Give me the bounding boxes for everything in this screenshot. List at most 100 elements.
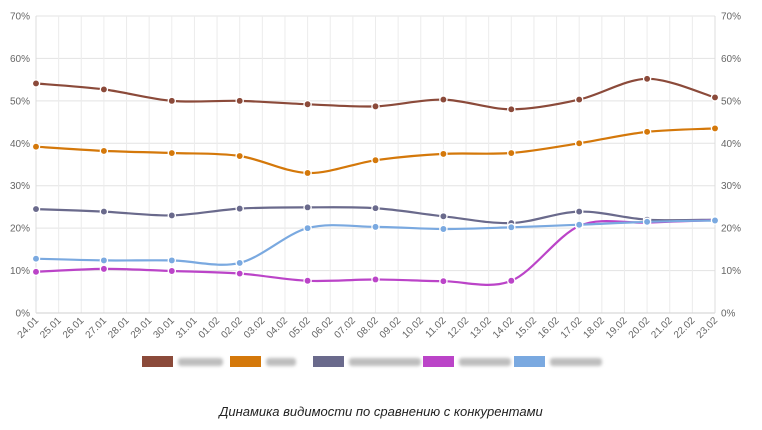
x-tick-label: 10.02: [400, 315, 426, 341]
y-tick-label-left: 10%: [10, 266, 30, 277]
x-tick-label: 11.02: [424, 315, 449, 340]
series-2-point: [710, 124, 720, 133]
series-5-point: [710, 216, 720, 225]
series-5-point: [642, 217, 652, 227]
x-tick-label: 02.02: [219, 315, 245, 341]
series-2-point: [574, 139, 584, 148]
x-tick-label: 12.02: [446, 315, 472, 341]
series-2-point: [507, 148, 516, 158]
x-tick-label: 18.02: [581, 315, 607, 341]
series-2-point: [303, 168, 312, 178]
series-1-point: [235, 96, 244, 106]
y-tick-label-right: 40%: [721, 139, 741, 150]
y-tick-label-left: 0%: [16, 309, 31, 320]
series-2-point: [235, 151, 244, 161]
series-1-point: [167, 96, 177, 106]
series-5-point: [303, 223, 312, 233]
series-3-point: [439, 212, 448, 221]
y-tick-label-right: 10%: [721, 266, 741, 277]
y-tick-label-right: 70%: [721, 12, 741, 23]
series-2-point: [99, 146, 109, 156]
series-2-point: [167, 148, 177, 158]
y-tick-label-right: 0%: [721, 309, 736, 320]
series-4-point: [235, 269, 244, 278]
series-1-point: [439, 95, 448, 104]
x-tick-label: 21.02: [649, 315, 675, 341]
series-1-point: [31, 79, 41, 88]
chart-caption: Динамика видимости по сравнению с конкур…: [219, 404, 543, 419]
series-3-point: [574, 207, 584, 216]
x-tick-label: 23.02: [695, 315, 721, 341]
legend-label-obscured-2: [266, 358, 296, 366]
x-tick-label: 26.01: [61, 315, 87, 341]
y-tick-label-right: 60%: [721, 54, 741, 65]
y-tick-label-left: 40%: [10, 139, 30, 150]
x-tick-label: 13.02: [468, 315, 494, 341]
series-5-point: [371, 222, 380, 232]
series-4-point: [507, 276, 516, 286]
x-tick-label: 06.02: [310, 315, 336, 341]
series-3-point: [31, 204, 41, 214]
x-tick-label: 20.02: [627, 315, 653, 341]
x-tick-label: 01.02: [197, 315, 223, 341]
x-tick-label: 16.02: [536, 315, 562, 341]
x-tick-label: 31.01: [174, 315, 200, 341]
series-1-point: [710, 93, 720, 102]
legend-label-obscured-3: [349, 358, 421, 366]
legend-label-obscured-1: [178, 358, 223, 366]
x-tick-label: 07.02: [333, 315, 359, 341]
y-tick-label-right: 20%: [721, 224, 741, 235]
series-4-point: [31, 267, 41, 277]
series-2-point: [439, 149, 448, 159]
y-tick-label-left: 60%: [10, 54, 30, 65]
x-tick-label: 15.02: [514, 315, 540, 341]
legend-swatch-3: [313, 356, 344, 367]
x-tick-label: 30.01: [151, 315, 177, 341]
series-5-point: [31, 254, 41, 263]
legend-swatch-1: [142, 356, 173, 367]
x-tick-label: 28.01: [106, 315, 132, 341]
x-tick-label: 04.02: [265, 315, 291, 341]
series-2-point: [642, 127, 652, 137]
series-1-point: [574, 95, 584, 104]
legend-swatch-5: [514, 356, 545, 367]
x-tick-label: 14.02: [491, 315, 517, 341]
y-tick-label-left: 20%: [10, 224, 30, 235]
series-5-point: [99, 256, 109, 265]
x-tick-label: 09.02: [378, 315, 404, 341]
x-tick-label: 22.02: [672, 315, 698, 341]
series-5-point: [235, 258, 244, 268]
series-5-point: [574, 220, 584, 229]
series-3-point: [235, 204, 244, 213]
series-2-point: [31, 142, 41, 151]
x-tick-label: 05.02: [287, 315, 313, 341]
x-tick-label: 08.02: [355, 315, 381, 341]
legend-swatch-4: [423, 356, 454, 367]
series-1-point: [507, 105, 516, 114]
y-tick-label-right: 30%: [721, 181, 741, 192]
series-1-point: [371, 102, 380, 111]
series-4-point: [303, 276, 312, 286]
x-tick-label: 03.02: [242, 315, 268, 341]
legend-swatch-2: [230, 356, 261, 367]
x-tick-label: 25.01: [38, 315, 64, 341]
legend-label-obscured-4: [459, 358, 511, 366]
series-3-point: [371, 203, 380, 213]
series-4-point: [439, 276, 448, 286]
series-4-point: [167, 266, 177, 276]
y-tick-label-right: 50%: [721, 96, 741, 107]
series-5-point: [507, 223, 516, 232]
series-5-point: [439, 224, 448, 234]
legend-label-obscured-5: [550, 358, 602, 366]
series-3-point: [167, 211, 177, 220]
x-tick-label: 19.02: [604, 315, 630, 341]
x-tick-label: 27.01: [84, 315, 110, 341]
series-5-point: [167, 256, 177, 265]
series-1-point: [99, 85, 109, 94]
series-4-point: [371, 275, 380, 284]
series-1-point: [303, 100, 312, 109]
x-tick-label: 29.01: [129, 315, 155, 341]
series-2-point: [371, 156, 380, 165]
x-tick-label: 17.02: [559, 315, 585, 341]
